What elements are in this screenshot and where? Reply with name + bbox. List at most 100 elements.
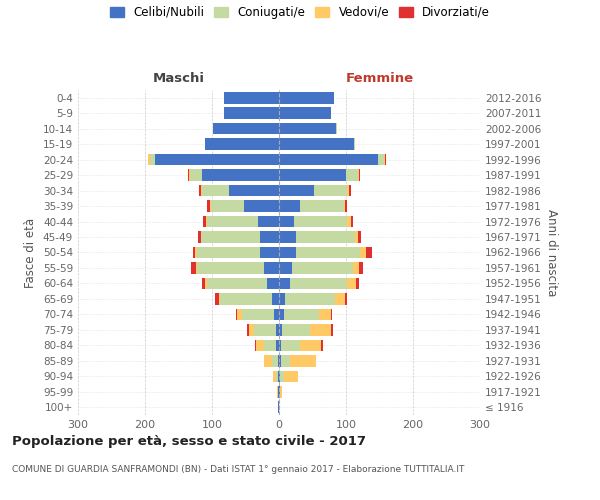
Bar	[301, 200, 344, 212]
Bar	[279, 200, 301, 212]
Bar	[201, 231, 260, 243]
Bar	[279, 293, 285, 304]
Bar	[331, 324, 332, 336]
Bar	[290, 278, 347, 289]
Bar	[274, 308, 279, 320]
Bar	[155, 154, 279, 166]
Bar	[202, 278, 205, 289]
Bar	[277, 370, 278, 382]
Bar	[203, 216, 206, 228]
Bar	[281, 355, 290, 366]
Bar	[208, 200, 210, 212]
Bar	[264, 355, 272, 366]
Bar	[279, 154, 378, 166]
Bar	[358, 231, 361, 243]
Bar	[254, 324, 275, 336]
Y-axis label: Anni di nascita: Anni di nascita	[545, 209, 558, 296]
Bar	[279, 370, 280, 382]
Bar	[279, 355, 281, 366]
Bar	[279, 386, 280, 398]
Bar	[277, 340, 279, 351]
Bar	[347, 278, 356, 289]
Bar	[278, 370, 279, 382]
Bar	[279, 246, 296, 258]
Bar	[272, 355, 278, 366]
Bar	[236, 308, 238, 320]
Bar	[346, 200, 347, 212]
Bar	[260, 231, 279, 243]
Bar	[277, 386, 278, 398]
Bar	[278, 386, 279, 398]
Bar	[279, 324, 281, 336]
Bar	[242, 308, 274, 320]
Bar	[278, 355, 279, 366]
Bar	[273, 370, 277, 382]
Text: COMUNE DI GUARDIA SANFRAMONDI (BN) - Dati ISTAT 1° gennaio 2017 - Elaborazione T: COMUNE DI GUARDIA SANFRAMONDI (BN) - Dat…	[12, 465, 464, 474]
Text: Maschi: Maschi	[152, 72, 205, 85]
Bar	[290, 355, 316, 366]
Bar	[249, 324, 254, 336]
Bar	[210, 200, 211, 212]
Bar	[195, 246, 197, 258]
Bar	[244, 200, 279, 212]
Bar	[331, 308, 332, 320]
Bar	[196, 262, 197, 274]
Bar	[359, 170, 360, 181]
Bar	[358, 170, 359, 181]
Bar	[197, 262, 264, 274]
Bar	[198, 231, 200, 243]
Bar	[279, 170, 346, 181]
Bar	[197, 246, 260, 258]
Bar	[202, 170, 279, 181]
Bar	[350, 216, 353, 228]
Bar	[296, 231, 355, 243]
Bar	[346, 170, 358, 181]
Bar	[149, 154, 155, 166]
Bar	[205, 278, 206, 289]
Bar	[206, 278, 267, 289]
Text: Popolazione per età, sesso e stato civile - 2017: Popolazione per età, sesso e stato civil…	[12, 435, 366, 448]
Bar	[257, 216, 279, 228]
Bar	[359, 262, 363, 274]
Bar	[292, 262, 353, 274]
Bar	[267, 278, 279, 289]
Bar	[211, 200, 244, 212]
Bar	[205, 138, 279, 150]
Bar	[279, 108, 331, 119]
Bar	[366, 246, 372, 258]
Bar	[238, 308, 242, 320]
Bar	[264, 340, 277, 351]
Bar	[347, 216, 350, 228]
Bar	[279, 216, 294, 228]
Bar	[285, 293, 335, 304]
Bar	[354, 138, 355, 150]
Bar	[279, 278, 290, 289]
Bar	[279, 123, 336, 134]
Bar	[215, 293, 218, 304]
Bar	[335, 293, 344, 304]
Text: Femmine: Femmine	[346, 72, 413, 85]
Bar	[356, 278, 359, 289]
Bar	[284, 370, 298, 382]
Bar	[294, 216, 347, 228]
Bar	[278, 402, 279, 413]
Bar	[208, 216, 257, 228]
Bar	[275, 324, 279, 336]
Bar	[378, 154, 383, 166]
Bar	[272, 293, 279, 304]
Bar	[344, 200, 346, 212]
Bar	[224, 108, 279, 119]
Bar	[284, 308, 319, 320]
Bar	[191, 262, 196, 274]
Bar	[300, 340, 321, 351]
Bar	[344, 293, 347, 304]
Bar	[189, 170, 190, 181]
Bar	[220, 293, 272, 304]
Bar	[256, 340, 264, 351]
Bar	[280, 386, 281, 398]
Bar	[264, 262, 279, 274]
Bar	[279, 231, 296, 243]
Bar	[319, 308, 331, 320]
Legend: Celibi/Nubili, Coniugati/e, Vedovi/e, Divorziati/e: Celibi/Nubili, Coniugati/e, Vedovi/e, Di…	[110, 6, 490, 19]
Bar	[385, 154, 386, 166]
